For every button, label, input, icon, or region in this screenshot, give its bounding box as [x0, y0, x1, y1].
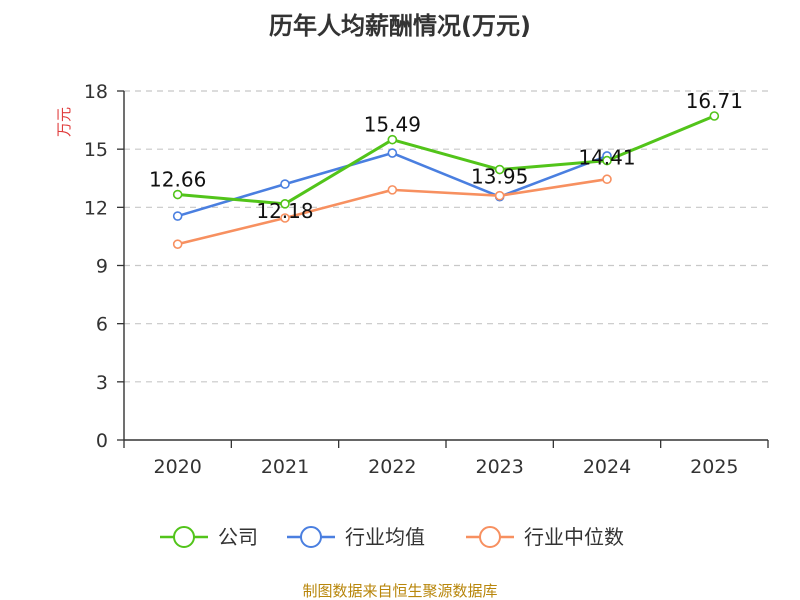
series-point-1: [387, 148, 398, 158]
series-point-0: [602, 155, 612, 166]
data-label: 12.18: [256, 199, 313, 223]
legend-swatch-marker: [300, 526, 322, 548]
series-line-0: [176, 114, 716, 206]
legend-label: 公司: [218, 525, 258, 549]
y-tick-label-9: 9: [96, 256, 108, 278]
source-note: 制图数据来自恒生聚源数据库: [302, 582, 497, 600]
legend-swatch-marker: [479, 526, 501, 548]
x-tick-label-2022: 2022: [368, 456, 416, 478]
series-point-2: [280, 213, 290, 223]
series-point-2: [494, 190, 505, 201]
legend-item-0[interactable]: 公司: [160, 525, 258, 549]
series-point-1: [172, 211, 183, 221]
series-point-2: [387, 185, 398, 195]
series-point-0: [280, 199, 290, 209]
series-point-2: [172, 239, 183, 249]
x-tick-label-2024: 2024: [583, 456, 631, 478]
series-line-1: [176, 151, 609, 218]
x-tick-label-2023: 2023: [475, 456, 523, 478]
data-labels: 12.66 12.18 15.49 13.95 14.41 16.71: [149, 89, 743, 223]
data-label: 15.49: [364, 113, 421, 137]
chart-title: 历年人均薪酬情况(万元): [269, 12, 531, 40]
grid-lines: [124, 90, 768, 383]
data-label: 16.71: [686, 89, 743, 113]
series-point-0: [172, 189, 183, 200]
legend-label: 行业中位数: [524, 525, 624, 549]
y-tick-label-3: 3: [96, 372, 108, 394]
legend-item-1[interactable]: 行业均值: [287, 525, 425, 549]
axes: 0 3 6 9 12 15 18 2020 2021 2022 2023 2024 2025: [84, 81, 769, 478]
data-label: 14.41: [578, 146, 635, 170]
y-tick-label-0: 0: [96, 430, 108, 452]
legend: 公司 行业均值 行业中位数: [160, 525, 624, 549]
y-tick-label-12: 12: [84, 197, 108, 219]
y-axis-label: 万元: [55, 107, 73, 137]
legend-swatch-marker: [173, 526, 195, 548]
legend-label: 行业均值: [345, 525, 425, 549]
y-tick-label-18: 18: [84, 81, 108, 103]
x-tick-label-2025: 2025: [690, 456, 738, 478]
y-tick-label-15: 15: [84, 139, 108, 161]
x-tick-label-2020: 2020: [153, 456, 201, 478]
series-point-2: [602, 174, 612, 185]
y-tick-label-6: 6: [96, 314, 108, 336]
data-label: 12.66: [149, 168, 206, 192]
series-point-0: [709, 111, 720, 121]
series-point-0: [494, 164, 505, 175]
series-point-0: [387, 134, 398, 145]
data-label: 13.95: [471, 165, 528, 189]
legend-item-2[interactable]: 行业中位数: [466, 525, 624, 549]
x-tick-label-2021: 2021: [261, 456, 309, 478]
series-point-1: [280, 179, 290, 189]
series-layer: [172, 111, 720, 249]
